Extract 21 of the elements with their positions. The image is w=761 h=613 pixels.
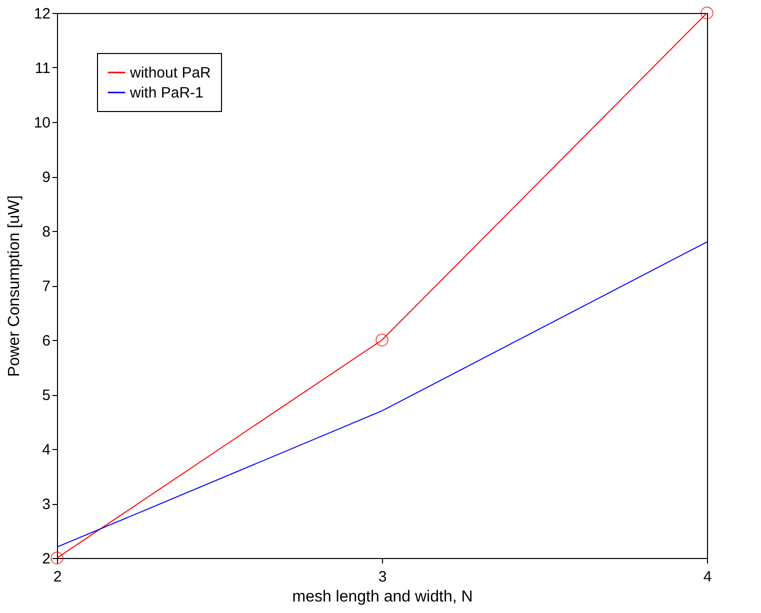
point (700, 6, 714, 20)
y-tick-label: 8 (42, 224, 50, 240)
y-tick-label: 11 (34, 60, 50, 77)
x-tick-label: 4 (703, 568, 712, 586)
y-tick-label: 7 (42, 278, 50, 295)
legend-label: without PaR (129, 64, 212, 82)
x-tick-label: 2 (53, 568, 62, 586)
y-tick-label: 10 (34, 114, 50, 132)
point (50, 552, 64, 564)
y-tick-label: 2 (42, 550, 50, 568)
y-tick-label: 9 (42, 169, 50, 186)
legend-label: with PaR-1 (129, 84, 204, 102)
point (376, 334, 388, 346)
y-tick-label: 5 (42, 387, 50, 404)
y-tick-label: 12 (34, 6, 50, 22)
y-tick-label: 4 (42, 442, 50, 458)
y-tick-label: 3 (42, 496, 50, 513)
y-axis-title: Power Consumption [uW] (6, 195, 23, 377)
x-axis-title: mesh length and width, N (292, 588, 473, 606)
x-tick-label: 3 (378, 568, 387, 586)
y-tick-label: 6 (42, 332, 50, 350)
